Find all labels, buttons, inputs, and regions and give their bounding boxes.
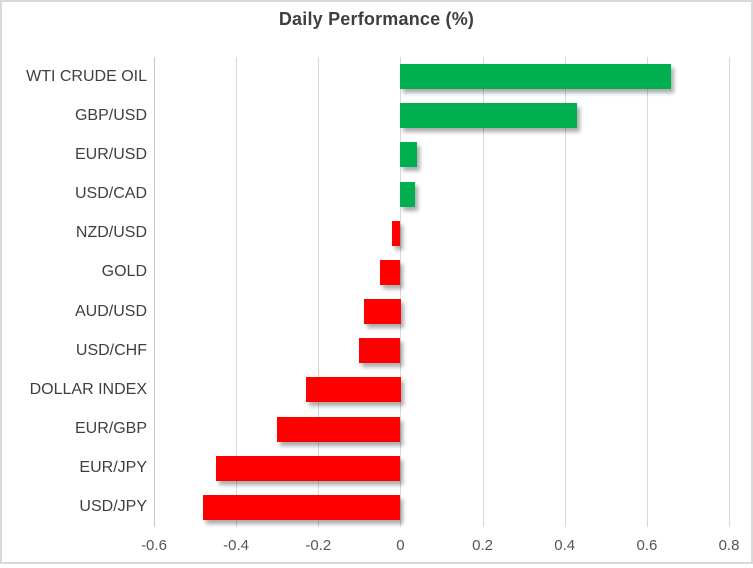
category-label: USD/JPY (79, 498, 147, 516)
x-tick-label: 0.8 (718, 537, 740, 554)
x-tick-label: -0.6 (141, 537, 167, 554)
category-label: USD/CHF (75, 341, 147, 359)
gridline (729, 57, 730, 527)
gridline (564, 57, 566, 527)
bar-eur-usd (400, 142, 417, 168)
category-label: GBP/USD (74, 106, 147, 124)
category-label: EUR/USD (74, 145, 147, 163)
bar-usd-chf (359, 338, 401, 364)
x-tick-label: 0.6 (636, 537, 658, 554)
bar-dollar-index (306, 377, 401, 403)
gridline (318, 57, 320, 527)
bar-usd-jpy (203, 494, 401, 520)
category-label: NZD/USD (75, 224, 147, 242)
x-tick-label: -0.2 (305, 537, 332, 554)
category-label: EUR/GBP (74, 420, 147, 438)
category-axis-labels: WTI CRUDE OIL GBP/USD EUR/USD USD/CAD NZD/US… (2, 2, 147, 562)
bar-gbp-usd (400, 103, 577, 129)
category-axis-line (154, 57, 155, 527)
gridline (400, 57, 402, 527)
bar-gold (379, 259, 401, 285)
bar-usd-cad (400, 181, 415, 207)
x-tick-label: 0.4 (554, 537, 576, 554)
bar-nzd-usd (392, 220, 401, 246)
gridline (646, 57, 648, 527)
category-label: WTI CRUDE OIL (26, 67, 147, 85)
chart-title: Daily Performance (%) (278, 9, 475, 29)
plot-area (154, 57, 730, 527)
bar-aud-usd (363, 299, 401, 325)
gridline (236, 57, 238, 527)
bar-eur-jpy (215, 455, 401, 481)
bar-eur-gbp (277, 416, 401, 442)
category-label: GOLD (101, 263, 147, 281)
category-label: AUD/USD (74, 302, 147, 320)
x-tick-label: 0 (396, 537, 405, 554)
bar-wti-crude-oil (400, 64, 672, 90)
x-tick-label: -0.4 (223, 537, 250, 554)
category-label: USD/CAD (74, 185, 147, 203)
gridline (482, 57, 484, 527)
x-tick-label: 0.2 (472, 537, 494, 554)
category-label: EUR/JPY (79, 459, 147, 477)
category-label: DOLLAR INDEX (29, 380, 147, 398)
value-axis-labels: -0.6 -0.4 -0.2 0 0.2 0.4 0.6 0.8 (2, 537, 751, 557)
